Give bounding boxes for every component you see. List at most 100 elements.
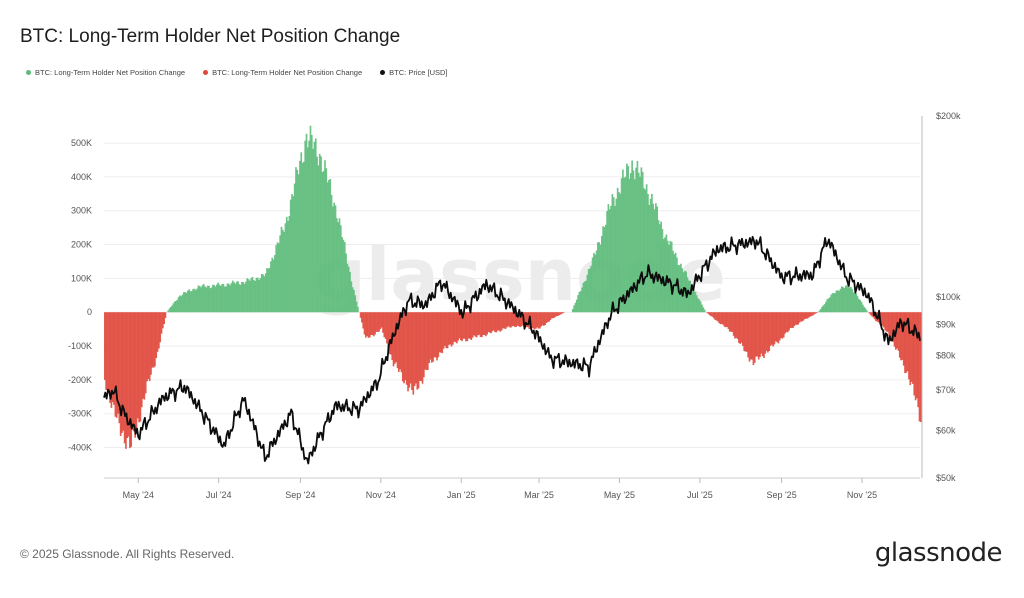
net-position-bars [104,125,922,449]
net-position-bar [308,140,310,313]
net-position-bar [433,312,436,358]
net-position-bar [913,312,916,396]
net-position-bar [365,312,367,338]
net-position-bar [454,312,457,343]
net-position-bar [260,273,263,313]
net-position-bar [119,312,122,436]
net-position-bar [307,147,309,313]
x-tick-label: May '25 [604,490,635,500]
net-position-bar [631,160,633,313]
net-position-bar [627,165,630,313]
net-position-bar [390,312,392,355]
net-position-bar [503,312,506,329]
net-position-bar [751,312,753,360]
net-position-bar [194,290,197,313]
net-position-bar [142,312,144,399]
net-position-bar [345,253,347,313]
net-position-bar [645,184,648,313]
net-position-bar [441,312,444,354]
net-position-bar [336,218,338,313]
net-position-bar [362,312,365,329]
legend-item-green[interactable]: BTC: Long-Term Holder Net Position Chang… [26,68,185,77]
net-position-bar [329,178,332,313]
net-position-bar [353,289,355,313]
legend-item-red[interactable]: BTC: Long-Term Holder Net Position Chang… [203,68,362,77]
net-position-bar [337,222,339,313]
net-position-bar [701,304,703,313]
net-position-bar [160,312,163,334]
net-position-bar [524,312,527,328]
net-position-bar [902,312,905,366]
net-position-bar [324,160,326,313]
net-position-bar [473,312,475,336]
net-position-bar [293,183,296,313]
net-position-bar [453,312,456,342]
net-position-bar [238,284,241,313]
net-position-bar [600,235,603,313]
net-position-bar [136,312,139,419]
net-position-bar [669,241,672,313]
net-position-bar [658,224,661,313]
net-position-bar [727,312,730,329]
net-position-bar [233,282,235,313]
net-position-bar [574,302,577,313]
net-position-bar [106,312,109,391]
net-position-bar [270,261,272,313]
net-position-bar [334,205,337,313]
net-position-bar [826,299,829,313]
net-position-bar [693,291,695,313]
net-position-bar [801,312,804,322]
net-position-bar [218,284,221,313]
net-position-bar [105,312,107,391]
net-position-bar [585,280,587,313]
net-position-bar [291,194,293,313]
net-position-bar [554,312,557,317]
net-position-bar [107,312,110,392]
net-position-bar [394,312,396,364]
net-position-bar [537,312,540,329]
net-position-bar [604,224,607,313]
net-position-bar [405,312,408,385]
net-position-bar [193,288,196,313]
net-position-bar [796,312,798,325]
net-position-bar [448,312,450,345]
net-position-bar [123,312,126,444]
net-position-bar [635,167,637,313]
net-position-bar [827,298,830,313]
net-position-bar [249,280,251,313]
net-position-bar [719,312,722,325]
price-line-group [103,235,921,465]
net-position-bar [297,174,300,313]
net-position-bar [506,312,508,328]
net-position-bar [865,310,868,313]
net-position-bar [636,160,639,313]
net-position-bar [197,285,200,313]
net-position-bar [918,312,921,422]
net-position-bar [527,312,529,328]
net-position-bar [263,276,266,313]
net-position-bar [709,312,711,316]
net-position-bar [757,312,760,360]
net-position-bar [210,287,213,313]
legend-item-price[interactable]: BTC: Price [USD] [380,68,448,77]
net-position-bar [593,253,595,313]
net-position-bar [412,312,415,395]
net-position-bar [320,156,322,313]
net-position-bar [788,312,790,331]
net-position-bar [531,312,533,328]
net-position-bar [455,312,458,344]
net-position-bar [673,254,676,313]
net-position-bar [510,312,512,328]
net-position-bar [892,312,894,343]
net-position-bar [772,312,775,347]
net-position-bar [556,312,558,316]
net-position-bar [740,312,743,343]
net-position-bar [382,312,384,333]
x-tick-label: Jan '25 [447,490,476,500]
net-position-bar [680,263,682,313]
net-position-bar [793,312,796,327]
footer-copyright: © 2025 Glassnode. All Rights Reserved. [20,547,235,561]
net-position-bar [235,281,238,313]
net-position-bar [759,312,761,358]
net-position-bar [383,312,386,338]
